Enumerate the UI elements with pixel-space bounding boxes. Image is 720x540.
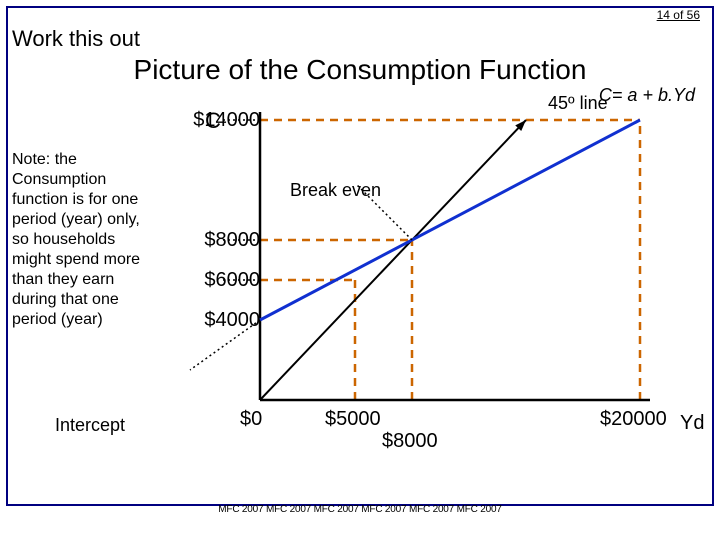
header-text: Work this out xyxy=(12,26,140,52)
side-note: Note: the Consumption function is for on… xyxy=(12,150,157,330)
intercept-label: Intercept xyxy=(55,415,125,436)
y-tick: $4000 xyxy=(204,309,260,332)
slide-title: Picture of the Consumption Function xyxy=(0,54,720,86)
page: 14 of 56 Work this out Picture of the Co… xyxy=(0,0,720,540)
x-tick: $5000 xyxy=(325,408,381,431)
x-tick-labels: $0$5000$8000$20000 xyxy=(260,408,660,438)
x-tick: $8000 xyxy=(382,430,438,453)
y-tick: $6000 xyxy=(204,269,260,292)
y-tick: $8000 xyxy=(204,229,260,252)
chart-svg xyxy=(260,120,640,400)
x-tick: $20000 xyxy=(600,408,667,431)
x-axis-label: Yd xyxy=(680,412,704,435)
footer-text: MFC 2007 MFC 2007 MFC 2007 MFC 2007 MFC … xyxy=(0,504,720,515)
page-number: 14 of 56 xyxy=(657,8,700,22)
equation-label: C= a + b.Yd xyxy=(599,85,695,106)
fortyfive-line-label: 45º line xyxy=(548,93,608,114)
x-tick: $0 xyxy=(240,408,262,431)
chart-area xyxy=(260,120,640,400)
